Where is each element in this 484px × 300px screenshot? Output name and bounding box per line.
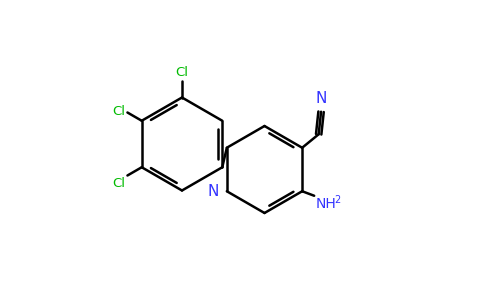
- Text: N: N: [316, 91, 327, 106]
- Text: Cl: Cl: [176, 66, 188, 79]
- Text: 2: 2: [334, 195, 341, 205]
- Text: NH: NH: [316, 197, 336, 211]
- Text: Cl: Cl: [113, 176, 126, 190]
- Text: Cl: Cl: [113, 105, 126, 118]
- Text: N: N: [208, 184, 219, 199]
